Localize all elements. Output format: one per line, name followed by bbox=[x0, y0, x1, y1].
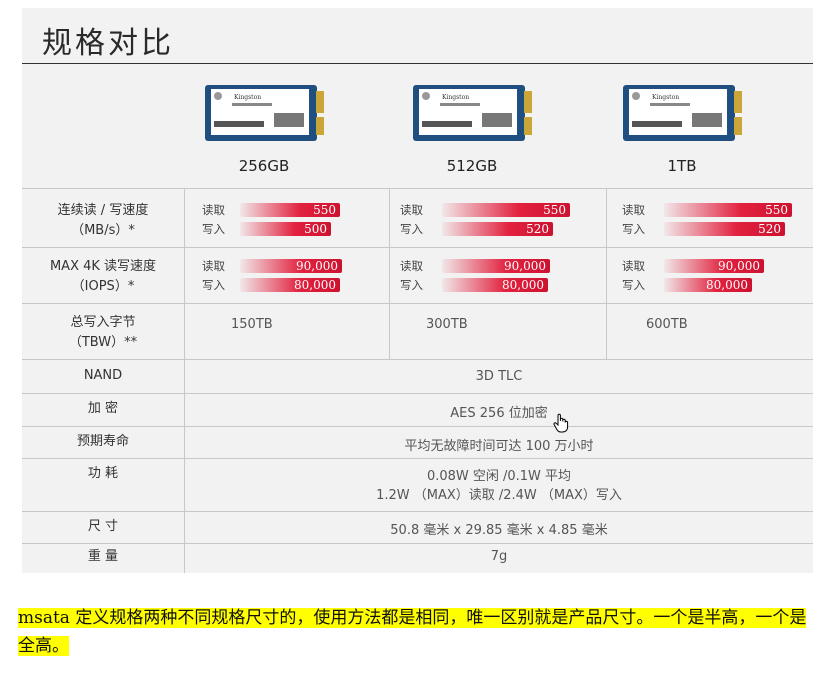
read-bar: 90,000 bbox=[442, 259, 550, 273]
power-value: 0.08W 空闲 /0.1W 平均 1.2W （MAX）读取 /2.4W （MA… bbox=[376, 469, 622, 503]
write-bar: 80,000 bbox=[664, 278, 752, 292]
row-divider bbox=[22, 426, 813, 427]
row-label-encryption: 加 密 bbox=[87, 401, 119, 416]
capacity-label: 512GB bbox=[446, 157, 498, 175]
capacity-label: 256GB bbox=[238, 157, 290, 175]
read-bar: 90,000 bbox=[240, 259, 342, 273]
ssd-image: Kingston bbox=[412, 83, 532, 143]
row-label-nand: NAND bbox=[83, 368, 123, 383]
iops-512gb: 读取 90,000 写入 80,000 bbox=[400, 257, 550, 295]
row-label-power: 功 耗 bbox=[87, 466, 119, 481]
row-divider bbox=[22, 303, 813, 304]
life-value: 平均无故障时间可达 100 万小时 bbox=[404, 439, 594, 454]
row-label-4k-iops: MAX 4K 读写速度 （IOPS）* bbox=[49, 259, 157, 294]
read-bar: 550 bbox=[442, 203, 570, 217]
encryption-value: AES 256 位加密 bbox=[450, 406, 548, 421]
column-divider bbox=[184, 188, 185, 573]
column-divider bbox=[389, 188, 390, 359]
tbw-512gb: 300TB bbox=[426, 317, 468, 332]
size-value: 50.8 毫米 x 29.85 毫米 x 4.85 毫米 bbox=[390, 523, 608, 538]
row-label-weight: 重 量 bbox=[87, 549, 119, 564]
page-title: 规格对比 bbox=[42, 26, 174, 61]
row-divider bbox=[22, 458, 813, 459]
svg-text:Kingston: Kingston bbox=[442, 94, 469, 101]
write-bar: 500 bbox=[240, 222, 331, 236]
seq-speed-256gb: 读取 550 写入 500 bbox=[202, 201, 340, 239]
column-divider bbox=[606, 188, 607, 359]
row-divider bbox=[22, 359, 813, 360]
seq-speed-1tb: 读取 550 写入 520 bbox=[622, 201, 792, 239]
row-divider bbox=[22, 247, 813, 248]
svg-text:Kingston: Kingston bbox=[652, 94, 679, 101]
row-label-life: 预期寿命 bbox=[76, 434, 129, 449]
tbw-1tb: 600TB bbox=[646, 317, 688, 332]
spec-comparison-card: 规格对比 Kingston 256GB bbox=[22, 8, 813, 573]
write-bar: 80,000 bbox=[240, 278, 340, 292]
write-bar: 520 bbox=[442, 222, 553, 236]
ssd-image: Kingston bbox=[204, 83, 324, 143]
product-1tb: Kingston 1TB bbox=[602, 83, 762, 175]
weight-value: 7g bbox=[490, 549, 508, 564]
highlighted-note: msata 定义规格两种不同规格尺寸的，使用方法都是相同，唯一区别就是产品尺寸。… bbox=[18, 608, 807, 656]
read-bar: 550 bbox=[240, 203, 340, 217]
product-512gb: Kingston 512GB bbox=[392, 83, 552, 175]
row-label-tbw: 总写入字节 （TBW）** bbox=[68, 315, 138, 350]
iops-256gb: 读取 90,000 写入 80,000 bbox=[202, 257, 342, 295]
tbw-256gb: 150TB bbox=[231, 317, 273, 332]
row-divider bbox=[22, 188, 813, 189]
write-bar: 80,000 bbox=[442, 278, 548, 292]
read-bar: 550 bbox=[664, 203, 792, 217]
iops-1tb: 读取 90,000 写入 80,000 bbox=[622, 257, 772, 295]
write-bar: 520 bbox=[664, 222, 785, 236]
row-divider bbox=[22, 543, 813, 544]
title-divider bbox=[22, 63, 813, 64]
ssd-image: Kingston bbox=[622, 83, 742, 143]
row-label-sequential-speed: 连续读 / 写速度 （MB/s）* bbox=[57, 203, 149, 238]
capacity-label: 1TB bbox=[667, 157, 697, 175]
row-label-size: 尺 寸 bbox=[87, 519, 119, 534]
product-256gb: Kingston 256GB bbox=[184, 83, 344, 175]
svg-text:Kingston: Kingston bbox=[234, 94, 261, 101]
nand-value: 3D TLC bbox=[475, 369, 523, 384]
hand-cursor-icon bbox=[553, 413, 569, 433]
row-divider bbox=[22, 393, 813, 394]
read-bar: 90,000 bbox=[664, 259, 764, 273]
row-divider bbox=[22, 511, 813, 512]
seq-speed-512gb: 读取 550 写入 520 bbox=[400, 201, 570, 239]
